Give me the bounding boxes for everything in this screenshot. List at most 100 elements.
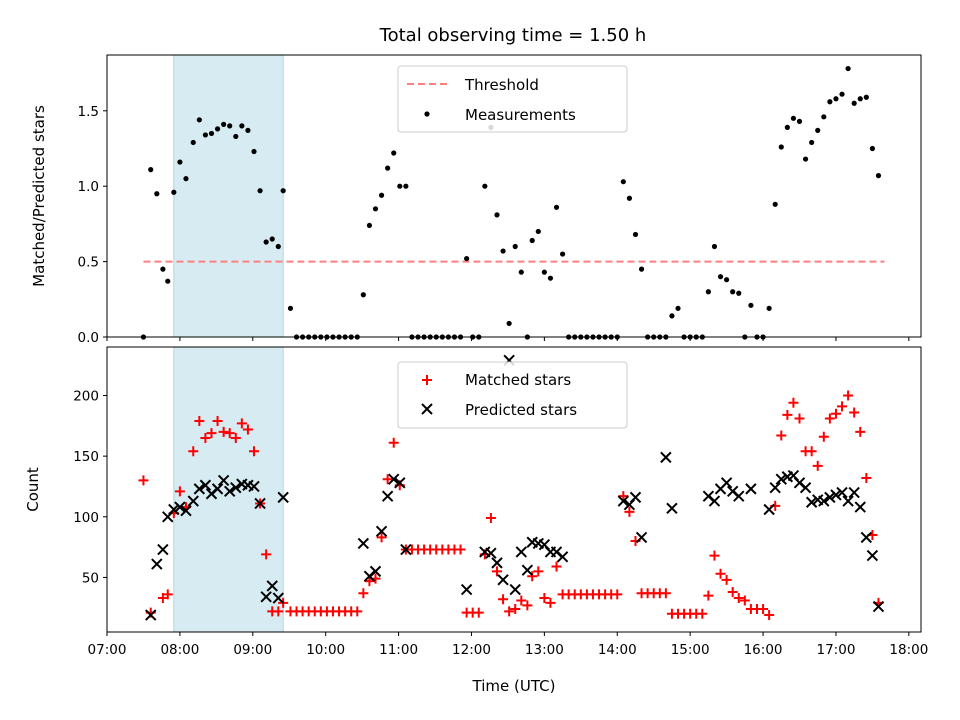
predicted-point	[733, 490, 745, 502]
measurement-point	[638, 266, 645, 272]
matched-point	[830, 408, 841, 419]
matched-point	[551, 561, 562, 572]
matched-point	[230, 432, 241, 443]
x-tick-label: 09:00	[233, 642, 272, 658]
series-predicted-stars	[145, 354, 885, 621]
x-tick-label: 14:00	[598, 642, 637, 658]
x-tick-label: 17:00	[817, 642, 856, 658]
predicted-point	[230, 481, 242, 494]
measurement-point	[736, 290, 742, 296]
matched-point	[721, 574, 732, 585]
measurement-point	[821, 114, 827, 120]
matched-point	[776, 430, 787, 441]
measurement-point	[269, 236, 275, 242]
measurement-point	[171, 189, 177, 195]
matched-point	[660, 588, 671, 599]
predicted-point	[769, 481, 781, 494]
predicted-point	[460, 583, 473, 596]
measurement-point	[403, 183, 409, 189]
matched-point	[709, 550, 720, 561]
predicted-point	[805, 496, 818, 508]
predicted-point	[660, 451, 672, 464]
measurement-point	[208, 130, 215, 137]
matched-point	[837, 401, 848, 412]
measurement-point	[724, 277, 730, 283]
matched-point	[455, 544, 466, 555]
legend: Threshold Measurements	[397, 65, 628, 133]
matched-point	[612, 589, 623, 600]
measurement-point	[869, 145, 876, 152]
x-tick-label: 18:00	[889, 642, 928, 658]
predicted-point	[872, 600, 885, 613]
matched-point	[200, 432, 211, 443]
matched-point	[782, 409, 793, 420]
measurement-point	[784, 124, 790, 130]
predicted-point	[745, 483, 757, 495]
measurement-point	[632, 231, 639, 238]
measurement-point	[257, 188, 263, 194]
matched-point	[739, 595, 750, 606]
predicted-point	[157, 543, 169, 556]
measurement-point	[165, 278, 171, 284]
matched-point	[261, 549, 272, 560]
series-matched-stars	[138, 390, 884, 621]
matched-point	[485, 513, 496, 523]
predicted-point	[248, 480, 260, 493]
matched-point	[498, 594, 509, 605]
predicted-point	[260, 591, 272, 603]
matched-point	[703, 590, 714, 601]
measurement-point	[839, 91, 845, 97]
predicted-point	[199, 479, 212, 491]
measurement-point	[748, 302, 754, 308]
y-axis-label: Count	[24, 467, 42, 512]
x-tick-label: 13:00	[525, 642, 564, 658]
chart-title: Total observing time = 1.50 h	[379, 25, 647, 46]
matched-point	[473, 607, 484, 618]
y-tick-label: 0.0	[78, 330, 99, 346]
matched-point	[861, 472, 872, 483]
predicted-point	[763, 503, 775, 516]
x-tick-label: 16:00	[744, 642, 783, 658]
measurement-point	[482, 183, 488, 189]
measurement-point	[802, 156, 809, 162]
measurement-point	[559, 251, 566, 257]
legend-measurements-swatch	[424, 111, 430, 117]
predicted-point	[217, 474, 230, 487]
legend-threshold-label: Threshold	[464, 76, 539, 94]
panel-top: 0.0 0.5 1.0 1.5 Matched/Predicted stars Thres…	[30, 54, 922, 346]
predicted-point	[556, 551, 569, 563]
predicted-point	[400, 543, 412, 556]
predicted-point	[842, 495, 854, 507]
measurement-point	[378, 192, 385, 198]
measurement-point	[778, 144, 784, 150]
x-tick-label: 10:00	[306, 642, 345, 658]
matched-point	[533, 566, 544, 577]
matched-point	[727, 586, 738, 597]
measurement-point	[518, 269, 524, 275]
measurement-point	[464, 255, 470, 262]
matched-point	[794, 413, 805, 424]
predicted-point	[617, 495, 630, 507]
predicted-point	[357, 537, 370, 550]
predicted-point	[180, 505, 192, 517]
legend-predicted-swatch	[421, 403, 433, 415]
measurement-point	[397, 183, 403, 189]
measurement-point	[705, 289, 711, 295]
matched-point	[218, 426, 229, 437]
matched-point	[849, 407, 860, 418]
measurement-point	[626, 195, 633, 201]
matched-point	[388, 437, 399, 448]
matched-point	[249, 446, 260, 457]
predicted-point	[635, 531, 648, 544]
measurement-point	[790, 115, 797, 121]
measurement-point	[553, 204, 560, 210]
predicted-point	[193, 483, 206, 495]
predicted-point	[369, 565, 382, 578]
predicted-point	[187, 495, 199, 507]
legend-predicted-label: Predicted stars	[465, 401, 577, 419]
predicted-point	[266, 580, 278, 592]
predicted-point	[860, 531, 873, 544]
matched-point	[764, 610, 775, 621]
predicted-point	[497, 574, 509, 586]
predicted-point	[168, 503, 180, 516]
